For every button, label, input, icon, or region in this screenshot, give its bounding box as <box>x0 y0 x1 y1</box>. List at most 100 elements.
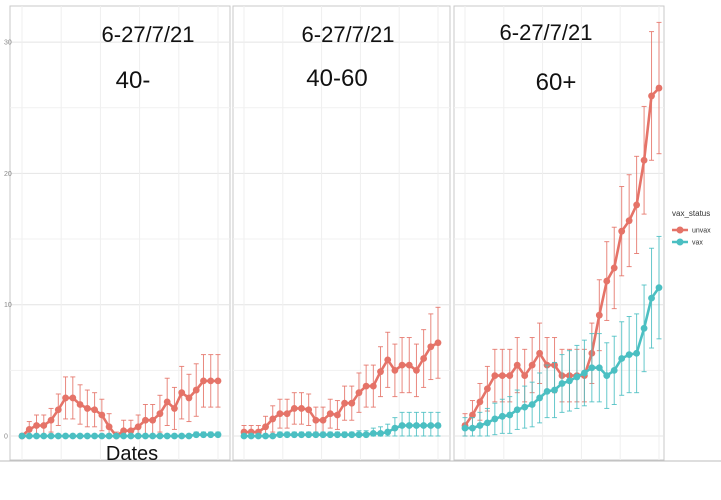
panel-3-vax-point <box>640 324 648 332</box>
panel-2-unvax-point <box>355 389 363 397</box>
panel-1-vax-point <box>40 432 48 440</box>
panel-2-vax-point <box>355 431 363 439</box>
panel-2-vax-point <box>434 422 442 429</box>
y-tick-label: 20 <box>4 171 12 178</box>
panel-3-vax-point <box>625 351 633 358</box>
panel-1-unvax-point <box>156 410 164 418</box>
panel-1-vax-point <box>149 432 157 440</box>
panel-2-unvax-point <box>283 410 291 418</box>
panel-1-vax-point <box>112 432 120 440</box>
panel-3-unvax-point <box>640 156 648 164</box>
panel-2-vax-point <box>319 431 327 439</box>
panel-3-vax-point <box>476 422 484 429</box>
y-tick-label: 10 <box>4 302 12 309</box>
legend: vax_status unvax vax <box>672 209 711 247</box>
panel-3-unvax-point <box>513 361 521 369</box>
panel-1-subtitle: 40- <box>116 67 151 94</box>
panel-3-vax-point <box>461 424 469 432</box>
panel-2-unvax-point <box>348 399 356 407</box>
panel-2-unvax-point <box>391 366 399 374</box>
panel-3-vax-point <box>648 294 655 302</box>
panel-1-unvax-point <box>185 394 193 402</box>
panel-3-vax-point <box>483 419 491 427</box>
panel-3-unvax-point <box>625 217 633 225</box>
panel-1-vax-point <box>134 432 142 440</box>
panel-3-unvax-point <box>655 84 663 92</box>
labels-layer: 0 10 20 30 <box>4 40 12 441</box>
legend-title: vax_status <box>672 209 710 218</box>
legend-label-unvax: unvax <box>692 228 711 235</box>
panel-2-unvax-point <box>384 356 392 364</box>
panel-3-unvax-point <box>528 361 536 369</box>
panel-1-unvax-point <box>171 405 178 412</box>
panel-2-unvax-point <box>434 339 442 347</box>
panel-3-unvax-point <box>618 227 626 235</box>
panel-1-unvax-point <box>40 422 48 429</box>
panel-1-unvax-point <box>105 423 113 431</box>
panel-3-vax-point <box>506 411 514 419</box>
panel-1-unvax-point <box>98 411 106 419</box>
panel-3-unvax-point <box>633 201 641 209</box>
panel-2-vax-point <box>413 422 420 429</box>
panel-1-unvax-point <box>142 416 149 424</box>
panel-1-vax-point <box>163 432 171 440</box>
panel-3-unvax-point <box>491 372 499 380</box>
panel-2-unvax-point <box>290 405 298 412</box>
panel-1-vax-point <box>54 432 62 440</box>
panel-1-vax-point <box>171 432 178 440</box>
panel-1-vax-point <box>76 432 84 440</box>
panel-2-vax-line <box>244 424 438 438</box>
panel-1-unvax-point <box>200 377 207 385</box>
panel-2-title: 6-27/7/21 <box>302 22 395 47</box>
panel-2-unvax-point <box>269 415 277 423</box>
panel-2-unvax-point <box>276 410 284 418</box>
panel-2-vax-point <box>384 428 392 436</box>
legend-key-vax-dot <box>676 238 684 246</box>
panel-2-vax-point <box>262 432 269 440</box>
panel-3-vax-point <box>566 377 573 385</box>
panel-2-vax-point <box>283 431 291 439</box>
panel-1-unvax-point <box>54 406 62 414</box>
panel-1-unvax-point <box>25 426 33 433</box>
panel-3-unvax-point <box>648 92 655 100</box>
panel-1-background <box>9 5 231 461</box>
panel-1-unvax-point <box>163 398 171 406</box>
panel-3-vax-point <box>603 372 611 380</box>
panel-1-unvax-point <box>62 394 69 402</box>
panel-2-vax-point <box>391 424 399 432</box>
panel-2-unvax-point <box>427 343 435 351</box>
panel-2-unvax-point <box>420 355 428 362</box>
panel-3-vax-point <box>580 369 588 377</box>
panel-3-vax-point <box>521 403 529 411</box>
panel-1-vax-point <box>214 431 222 439</box>
panel-1-unvax-point <box>83 405 91 412</box>
panel-1-unvax-point <box>120 427 128 435</box>
panel-3-vax-point <box>491 415 499 423</box>
panel-2-vax-point <box>341 431 348 439</box>
panel-1-unvax-point <box>149 416 157 424</box>
panel-2-unvax-point <box>405 361 413 369</box>
panel-2-vax-point <box>269 432 277 440</box>
panel-1-vax-point <box>105 432 113 440</box>
panel-2-vax-point <box>326 431 334 439</box>
panel-1-vax-point <box>47 432 55 440</box>
panel-3-vax-point <box>469 424 476 432</box>
panel-2-vax-point <box>362 431 370 439</box>
marks-layer <box>18 21 663 440</box>
panel-3-vax-point <box>595 364 603 372</box>
panel-1-vax-point <box>62 432 69 440</box>
panel-1-vax-point <box>91 432 98 440</box>
panel-1-vax-point <box>120 432 128 440</box>
panel-1-unvax-point <box>91 406 98 414</box>
panel-3-subtitle: 60+ <box>536 69 577 96</box>
panel-1-vax-point <box>142 432 149 440</box>
panel-3-vax-point <box>573 373 581 381</box>
panel-2-unvax-point <box>305 406 313 414</box>
panel-3-vax-point <box>618 355 626 362</box>
legend-key-unvax-dot <box>676 226 684 234</box>
panel-3-vax-point <box>498 412 506 420</box>
panel-2-vax-point <box>398 422 406 429</box>
panel-2-unvax-point <box>312 416 320 424</box>
panel-1-unvax-point <box>69 394 77 402</box>
